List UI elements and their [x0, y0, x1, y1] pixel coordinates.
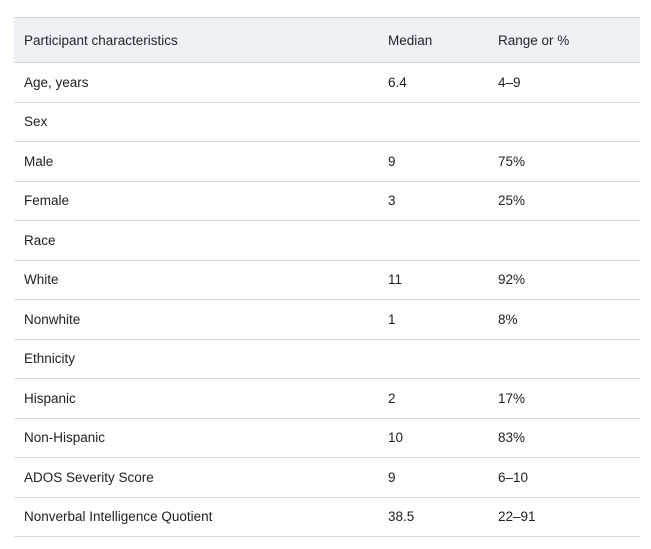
row-range: 25% [498, 193, 526, 209]
table-row: White 11 92% [14, 260, 640, 300]
row-median: 11 [388, 272, 403, 288]
column-header-median: Median [388, 32, 433, 48]
table-row: Non-Hispanic 10 83% [14, 418, 640, 458]
table-row: Nonverbal Intelligence Quotient 38.5 22–… [14, 497, 640, 537]
row-median: 3 [388, 193, 396, 209]
row-range: 92% [498, 272, 526, 288]
row-median: 10 [388, 430, 404, 446]
row-median: 9 [388, 469, 396, 485]
row-median: 38.5 [388, 509, 415, 525]
row-label: Hispanic [24, 390, 76, 406]
row-median: 2 [388, 390, 396, 406]
row-range [498, 102, 640, 142]
table-row: Female 3 25% [14, 181, 640, 221]
row-range: 6–10 [498, 469, 529, 485]
row-label: ADOS Severity Score [24, 469, 154, 485]
table-header-row: Participant characteristics Median Range… [14, 17, 640, 63]
row-label: Nonwhite [24, 311, 81, 327]
table-body: Age, years 6.4 4–9 Sex Male 9 75% Female… [14, 62, 640, 537]
table-row: Male 9 75% [14, 141, 640, 181]
row-label: White [24, 272, 59, 288]
row-median: 1 [388, 311, 396, 327]
column-header-participant-characteristics: Participant characteristics [24, 32, 178, 48]
row-label: Age, years [24, 74, 89, 90]
table-row: Hispanic 2 17% [14, 378, 640, 418]
row-range: 17% [498, 390, 526, 406]
row-range: 4–9 [498, 74, 521, 90]
table-header: Participant characteristics Median Range… [14, 17, 640, 63]
row-label: Race [24, 232, 56, 248]
row-median [388, 102, 498, 142]
row-label: Sex [24, 114, 48, 130]
row-label: Nonverbal Intelligence Quotient [24, 509, 213, 525]
table-row: Race [14, 220, 640, 261]
participant-characteristics-table-container: Participant characteristics Median Range… [14, 17, 640, 537]
row-range [498, 221, 640, 261]
row-range: 83% [498, 430, 526, 446]
participant-characteristics-table: Participant characteristics Median Range… [14, 17, 640, 537]
table-row: ADOS Severity Score 9 6–10 [14, 457, 640, 497]
row-range: 8% [498, 311, 518, 327]
table-row: Nonwhite 1 8% [14, 299, 640, 339]
column-header-range-or-percent: Range or % [498, 32, 570, 48]
row-median [388, 221, 498, 261]
table-row: Ethnicity [14, 339, 640, 379]
table-row: Age, years 6.4 4–9 [14, 62, 640, 102]
row-label: Male [24, 153, 54, 169]
row-median: 6.4 [388, 74, 407, 90]
row-label: Non-Hispanic [24, 430, 106, 446]
row-range [498, 339, 640, 379]
row-label: Ethnicity [24, 351, 76, 367]
row-range: 75% [498, 153, 526, 169]
row-label: Female [24, 193, 70, 209]
row-median: 9 [388, 153, 396, 169]
row-range: 22–91 [498, 509, 536, 525]
row-median [388, 339, 498, 379]
table-row: Sex [14, 102, 640, 142]
